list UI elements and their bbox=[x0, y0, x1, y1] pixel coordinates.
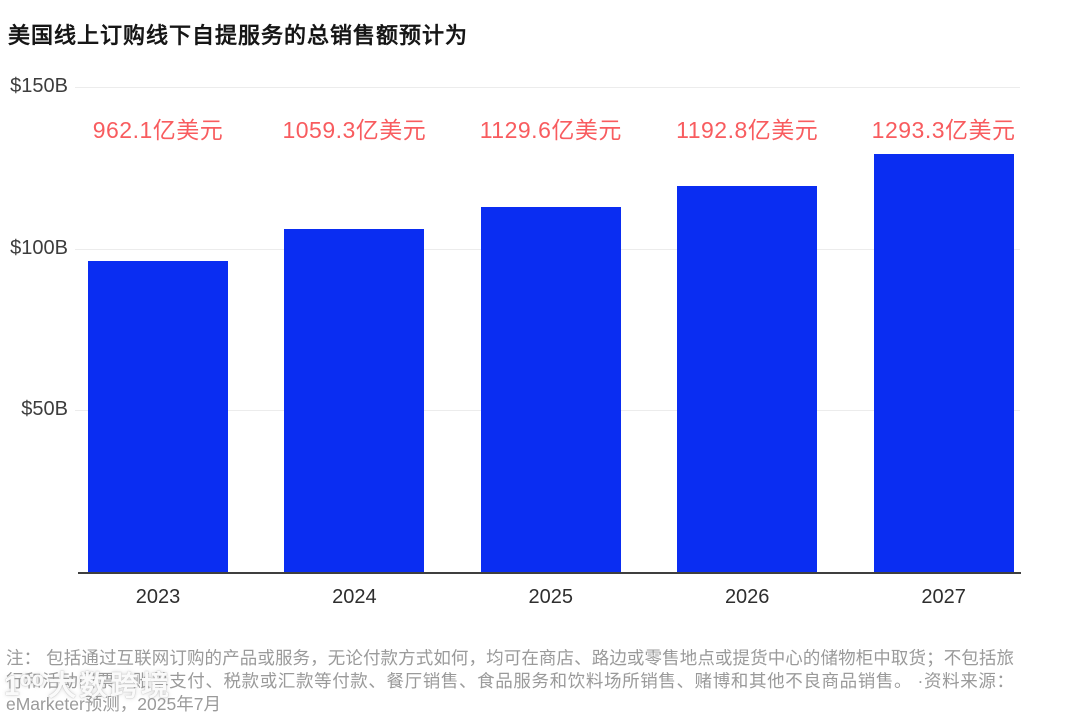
footnote: 注： 包括通过互联网订购的产品或服务，无论付款方式如何，均可在商店、路边或零售地… bbox=[6, 648, 1014, 713]
x-tick-label: 2025 bbox=[528, 586, 574, 608]
chart-title: 美国线上订购线下自提服务的总销售额预计为 bbox=[8, 23, 469, 48]
x-tick-label: 2023 bbox=[135, 586, 181, 608]
x-tick-label: 2026 bbox=[724, 586, 770, 608]
y-tick-label: $150B bbox=[10, 75, 68, 97]
bar-value-label: 962.1亿美元 bbox=[92, 117, 224, 143]
y-tick-label: $50B bbox=[21, 398, 68, 421]
bar-2025 bbox=[480, 206, 621, 572]
watermark-logo-icon: 1⁰⁰ bbox=[4, 670, 45, 701]
bar-2027 bbox=[873, 153, 1014, 572]
y-tick-label: $100B bbox=[10, 236, 68, 259]
bar-2023 bbox=[88, 260, 228, 572]
watermark: 1⁰⁰ 大数跨境 bbox=[4, 664, 172, 704]
bar-value-label: 1059.3亿美元 bbox=[282, 117, 427, 143]
y-gridline bbox=[75, 87, 1020, 88]
bar-2026 bbox=[677, 186, 818, 572]
bar-2024 bbox=[284, 229, 425, 572]
x-tick-label: 2027 bbox=[921, 586, 966, 608]
x-tick-label: 2024 bbox=[332, 586, 377, 608]
bar-value-label: 1129.6亿美元 bbox=[479, 117, 622, 143]
x-axis-line bbox=[78, 572, 1021, 574]
bar-value-label: 1293.3亿美元 bbox=[871, 117, 1016, 143]
bar-value-label: 1192.8亿美元 bbox=[676, 117, 819, 143]
watermark-text: 大数跨境 bbox=[48, 670, 173, 701]
